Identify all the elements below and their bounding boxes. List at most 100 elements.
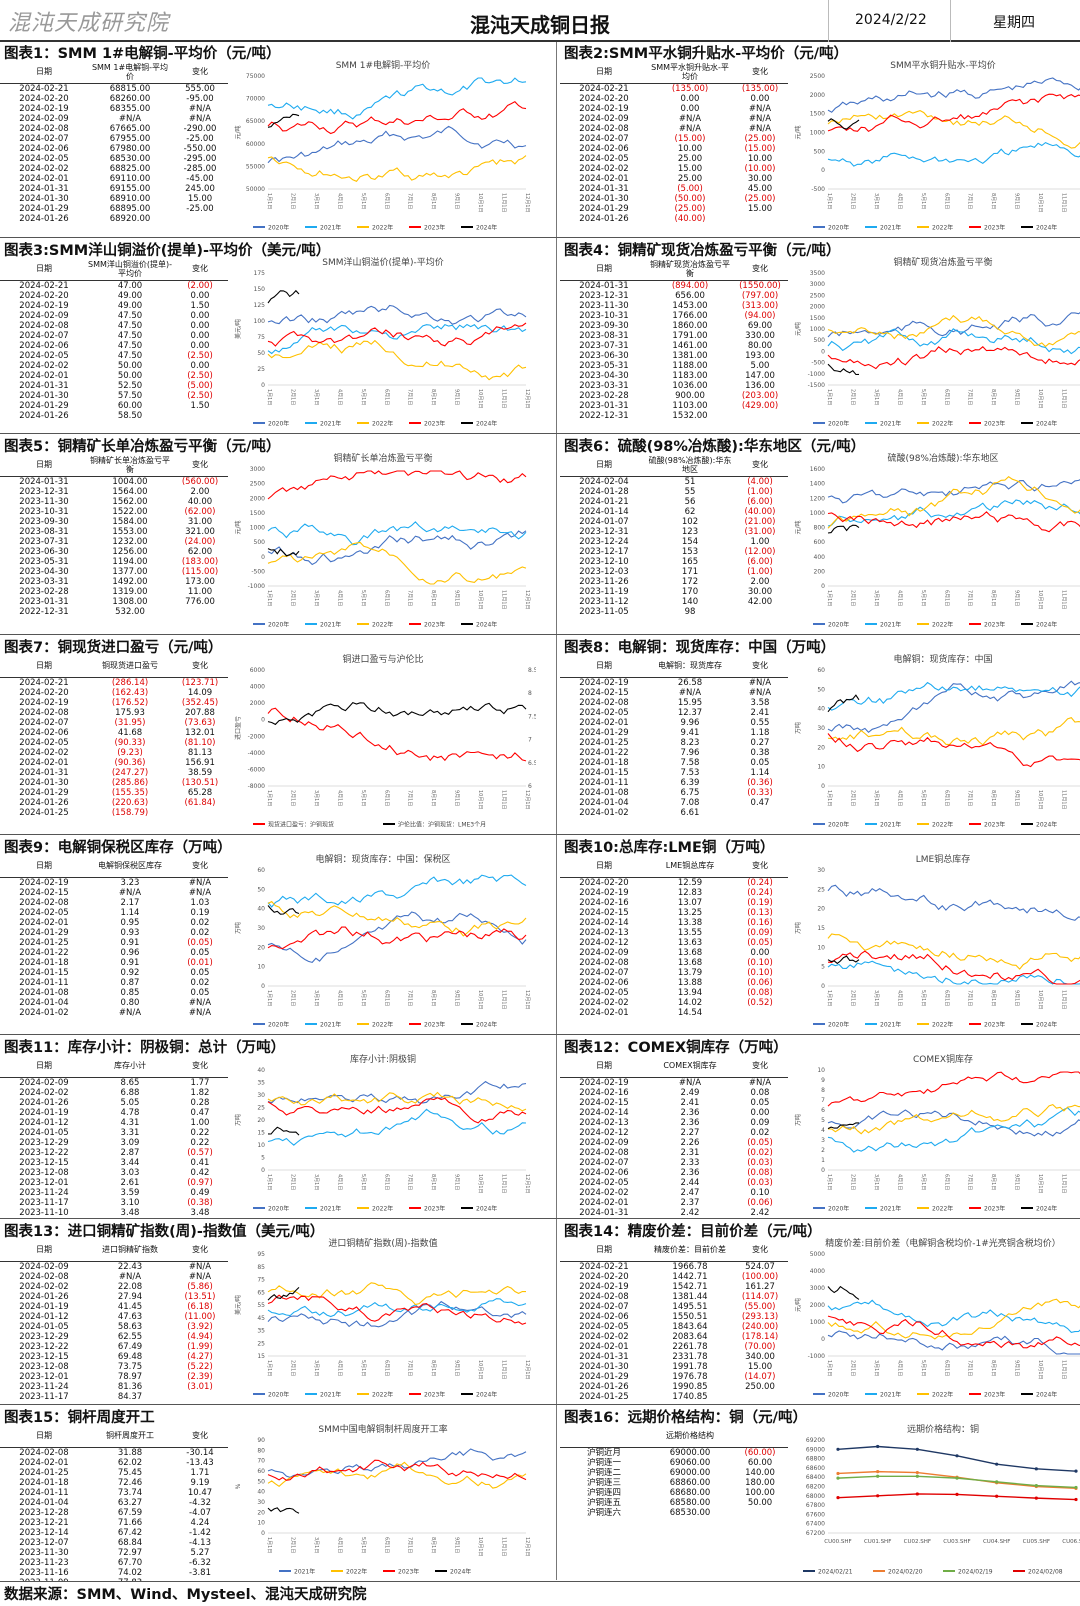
table-cell: 2024-02-16 (579, 1087, 629, 1098)
table-cell: #N/A (748, 687, 772, 698)
table-cell: 2.37 (680, 1197, 700, 1208)
table-cell: 7.58 (680, 757, 700, 768)
table-cell: #N/A (748, 123, 772, 134)
y-tick-label: 75 (257, 1277, 265, 1284)
x-tick-label: 7月1日 (967, 1174, 973, 1190)
legend-entry: 2024年 (1036, 621, 1057, 629)
table-cell: -3.81 (189, 1567, 211, 1578)
table-cell: 31.88 (117, 1447, 143, 1458)
x-tick-label: 6月1日 (943, 1174, 949, 1190)
column-header: 日期 (560, 1055, 648, 1078)
series-line (267, 1459, 527, 1481)
table-cell: 2024-02-21 (19, 677, 69, 688)
x-tick-label: 10月1日 (477, 1174, 483, 1194)
table-cell: 321.00 (185, 526, 215, 537)
y-tick-label: 2000 (250, 495, 265, 502)
y-tick-label: 40 (257, 1067, 265, 1074)
table-row: 2023-12-31 656.00 (797.00) (560, 291, 788, 301)
table-row: 2024-02-08 #N/A #N/A (0, 1272, 228, 1282)
y-tick-label: 69200 (806, 1437, 825, 1444)
table-cell: 2023-12-03 (579, 566, 629, 577)
x-tick-label: 7月1日 (407, 790, 413, 806)
table-row: 2023-11-19 170 30.00 (560, 587, 788, 597)
legend-entry: 2024年 (476, 224, 497, 232)
table-cell: 4.24 (190, 1517, 210, 1528)
table-row: 2024-01-18 0.91 (0.01) (0, 958, 228, 968)
table-cell: (220.63) (111, 797, 149, 808)
table-cell: 2024-01-31 (19, 476, 69, 487)
table-row: 2023-10-31 1766.00 (94.00) (560, 311, 788, 321)
table-row: 2024-02-08 15.95 3.58 (560, 698, 788, 708)
table-cell: 2023-12-10 (579, 556, 629, 567)
y-axis-unit: 万吨 (794, 922, 802, 934)
table-cell: 1.71 (190, 1467, 210, 1478)
table-cell: (797.00) (741, 290, 779, 301)
x-tick-label: 6月1日 (383, 193, 389, 209)
table-cell: (178.14) (741, 1331, 779, 1342)
table-row: 2024-01-26 5.05 0.28 (0, 1098, 228, 1108)
table-cell: 2024-02-20 (579, 93, 629, 104)
table-cell: 沪铜连五 (586, 1497, 621, 1508)
table-cell: -25.00 (186, 203, 214, 214)
table-cell: (0.24) (747, 877, 773, 888)
table-cell: 0.05 (750, 757, 770, 768)
column-header: SMM平水铜升贴水-平均价 (648, 61, 732, 84)
table-row: 2023-12-24 154 1.00 (560, 537, 788, 547)
x-tick-label: 7月1日 (407, 1174, 413, 1190)
table-row: 2023-09-30 1860.00 69.00 (560, 321, 788, 331)
x-tick-label: 10月1日 (1037, 1360, 1043, 1380)
table-cell: 81.13 (187, 747, 213, 758)
table-cell: 2023-06-30 (579, 350, 629, 361)
panel-title: 图表15：铜杆周度开工 (4, 1410, 155, 1426)
series-line (827, 694, 860, 713)
table-cell: 1843.64 (672, 1321, 708, 1332)
table-cell: -290.00 (183, 123, 217, 134)
table-cell: 2023-12-31 (579, 526, 629, 537)
table-row: 2024-01-30 (285.86) (130.51) (0, 778, 228, 788)
table-cell: #N/A (748, 113, 772, 124)
y-tick-label: 90 (257, 1437, 265, 1444)
table-row: 2024-02-07 (15.00) (25.00) (560, 134, 788, 144)
x-tick-label: 11月1日 (501, 590, 507, 610)
table-cell: 2023-11-23 (19, 1557, 69, 1568)
table-cell: 776.00 (185, 596, 215, 607)
column-header: SMM 1#电解铜-平均价 (88, 61, 172, 84)
table-cell: 60.00 (747, 1457, 773, 1468)
panel-title: 图表14：精废价差：目前价差（元/吨） (564, 1224, 822, 1240)
data-table: 日期 SMM平水铜升贴水-平均价 变化 2024-02-21 (135.00) (135.… (560, 61, 788, 224)
legend-entry: 2023年 (984, 621, 1005, 629)
series-line (827, 733, 1080, 768)
series-line (267, 905, 300, 915)
table-cell: 123 (681, 526, 699, 537)
table-cell: 2.27 (680, 1127, 700, 1138)
table-cell: 2024-01-26 (19, 213, 69, 224)
y-axis-unit: 万吨 (234, 1114, 242, 1126)
y-tick-label: -500 (811, 360, 825, 367)
x-tick-label: 12月1日 (524, 790, 530, 810)
table-cell: 0.85 (120, 987, 140, 998)
table-row: 2023-10-31 1522.00 (62.00) (0, 507, 228, 517)
chart: SMM洋山铜溢价(提单)-平均价1751501251007550250美元/吨1… (234, 256, 530, 428)
x-tick-label: 2月1日 (289, 1174, 295, 1190)
table-row: 2024-02-06 67980.00 -550.00 (0, 144, 228, 154)
data-table: 日期 铜杆周度开工 变化 2024-02-08 31.88 -30.14 2024-02-0… (0, 1425, 228, 1581)
x-tick-label: 10月1日 (1037, 389, 1043, 409)
y-tick-label: 2000 (810, 304, 825, 311)
y-tick-label: 75 (257, 334, 265, 341)
x-tick-label: 3月1日 (873, 790, 879, 806)
table-row: 2024-02-08 31.88 -30.14 (0, 1447, 228, 1458)
table-cell: (62.00) (184, 506, 216, 517)
table-cell: 0.92 (120, 967, 140, 978)
y-tick-label: 25 (257, 366, 265, 373)
table-row: 2024-02-05 25.00 10.00 (560, 154, 788, 164)
table-cell: 2024-01-29 (579, 203, 629, 214)
table-cell (732, 1008, 788, 1018)
table-row: 2024-02-08 #N/A #N/A (560, 124, 788, 134)
table-cell: 2024-02-13 (579, 1117, 629, 1128)
table-cell: 2024-01-26 (579, 213, 629, 224)
table-cell: (73.63) (184, 717, 216, 728)
column-header: 精废价差：目前价差 (648, 1239, 732, 1262)
x-tick-label: 1月1日 (266, 193, 272, 209)
table-cell: 12.59 (677, 877, 703, 888)
table-cell: (61.84) (184, 797, 216, 808)
